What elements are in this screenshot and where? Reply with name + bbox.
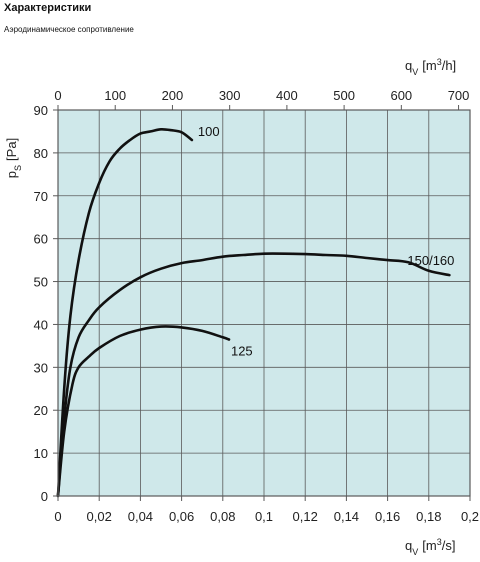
curve-label-150-160: 150/160 [407, 253, 454, 268]
x-tick-label: 0,14 [334, 509, 359, 524]
x2-tick-label: 0 [54, 88, 61, 103]
y-tick-label: 80 [34, 146, 48, 161]
y-tick-label: 40 [34, 317, 48, 332]
x-tick-label: 0,2 [461, 509, 479, 524]
curves: 100 150/160 125 [56, 124, 454, 498]
x-tick-label: 0,18 [416, 509, 441, 524]
y-tick-label: 30 [34, 360, 48, 375]
y-tick-label: 70 [34, 189, 48, 204]
y-tick-label: 20 [34, 403, 48, 418]
x-tick-label: 0,04 [128, 509, 153, 524]
curve-100 [56, 127, 194, 498]
x-tick-label: 0,08 [210, 509, 235, 524]
x-tick-label: 0,1 [255, 509, 273, 524]
x-tick-label: 0,16 [375, 509, 400, 524]
x2-tick-label: 100 [104, 88, 126, 103]
curve-label-125: 125 [231, 343, 253, 358]
x2-tick-label: 700 [448, 88, 470, 103]
y-tick-label: 60 [34, 232, 48, 247]
x2-tick-label: 500 [333, 88, 355, 103]
x-tick-label: 0,12 [293, 509, 318, 524]
y-tick-label: 10 [34, 446, 48, 461]
y-tick-label: 50 [34, 275, 48, 290]
x-tick-label: 0,02 [87, 509, 112, 524]
y-tick-label: 0 [41, 489, 48, 504]
x-axis-title: qV [m3/s] [405, 537, 455, 557]
x2-axis-title: qV [m3/h] [405, 57, 456, 77]
x2-tick-label: 300 [219, 88, 241, 103]
page-subheading: Аэродинамическое сопротивление [4, 25, 134, 34]
curve-150-160 [56, 252, 451, 498]
y-axis-title: pS[Pa] [4, 138, 23, 178]
curve-125 [56, 325, 231, 498]
x2-tick-label: 400 [276, 88, 298, 103]
x-tick-label: 0 [54, 509, 61, 524]
curve-label-100: 100 [198, 124, 220, 139]
tick-labels: 0 0,02 0,04 0,06 0,08 0,1 0,12 0,14 0,16 0,18 0,2 0… [34, 88, 480, 524]
page-heading: Характеристики [4, 2, 92, 14]
x-tick-label: 0,06 [169, 509, 194, 524]
x2-tick-label: 600 [390, 88, 412, 103]
x2-tick-label: 200 [162, 88, 184, 103]
y-tick-label: 90 [34, 103, 48, 118]
